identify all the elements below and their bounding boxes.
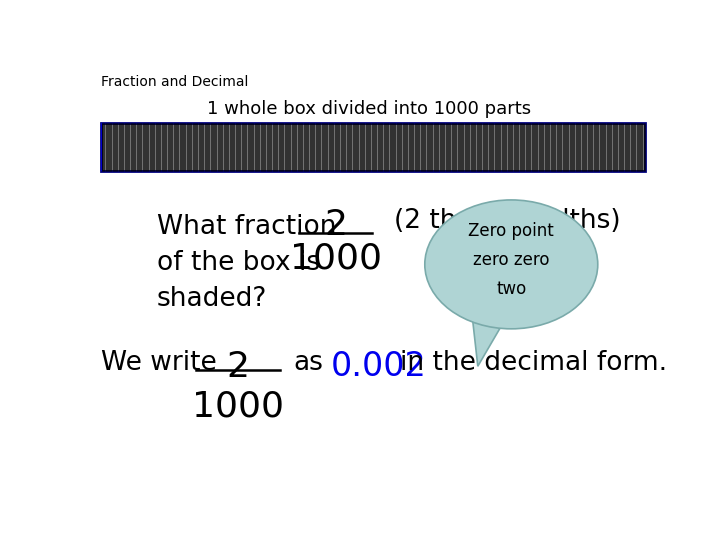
Text: We write: We write <box>101 349 217 376</box>
FancyBboxPatch shape <box>101 123 102 171</box>
Text: 2: 2 <box>324 208 347 242</box>
Text: 0.002: 0.002 <box>331 349 427 383</box>
Text: Fraction and Decimal: Fraction and Decimal <box>101 75 248 89</box>
Polygon shape <box>472 316 505 366</box>
Text: What fraction
of the box is
shaded?: What fraction of the box is shaded? <box>157 214 336 313</box>
Text: ndths): ndths) <box>536 208 621 234</box>
Ellipse shape <box>425 200 598 329</box>
Text: 2: 2 <box>226 349 249 383</box>
Text: as: as <box>294 349 323 376</box>
Text: (2 thou: (2 thou <box>394 208 490 234</box>
FancyBboxPatch shape <box>101 123 645 171</box>
Text: Zero point
zero zero
two: Zero point zero zero two <box>469 222 554 299</box>
Text: 1000: 1000 <box>192 389 284 423</box>
Text: 1000: 1000 <box>289 241 382 275</box>
Text: in the decimal form.: in the decimal form. <box>400 349 667 376</box>
Text: 1 whole box divided into 1000 parts: 1 whole box divided into 1000 parts <box>207 100 531 118</box>
